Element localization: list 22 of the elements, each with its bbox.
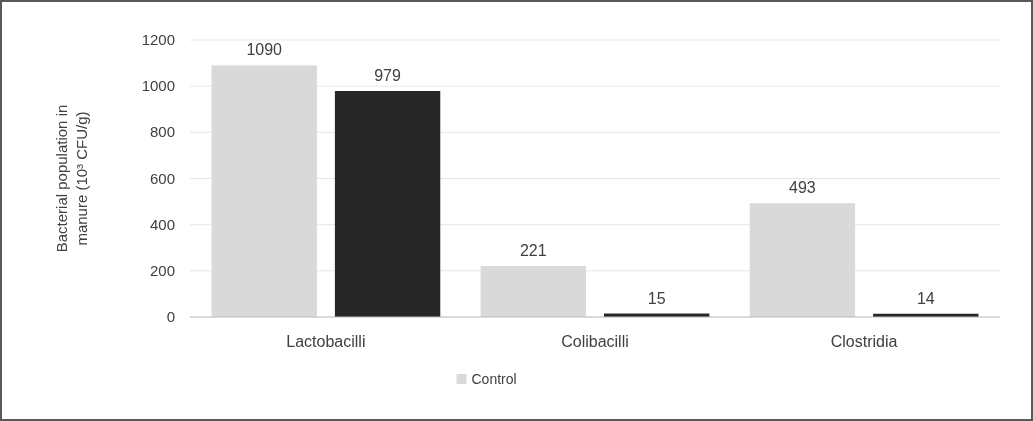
y-tick-label: 600 [149, 169, 175, 187]
bar [211, 65, 317, 317]
y-tick-label: 1200 [141, 31, 175, 48]
y-tick-label: 800 [149, 123, 175, 141]
y-tick-label: 400 [149, 215, 175, 233]
x-tick-label: Colibacilli [561, 333, 629, 350]
bar [749, 203, 856, 317]
y-axis-title: Bacterial population in manure (10³ CFU/g) [53, 104, 90, 253]
data-label: 979 [374, 67, 402, 85]
x-tick-label: Lactobacilli [286, 333, 366, 350]
y-tick-label: 1000 [141, 77, 175, 95]
y-tick-label: 200 [149, 261, 175, 279]
x-tick-label: Clostridia [830, 333, 898, 350]
y-tick-label: 0 [166, 308, 175, 325]
data-label: 15 [647, 289, 666, 307]
bar [480, 265, 586, 317]
legend-label: Control [471, 371, 517, 387]
data-label: 1090 [246, 41, 283, 59]
data-label: 14 [916, 289, 935, 307]
data-label: 493 [789, 179, 816, 197]
bar [334, 91, 441, 317]
data-label: 221 [519, 241, 547, 259]
